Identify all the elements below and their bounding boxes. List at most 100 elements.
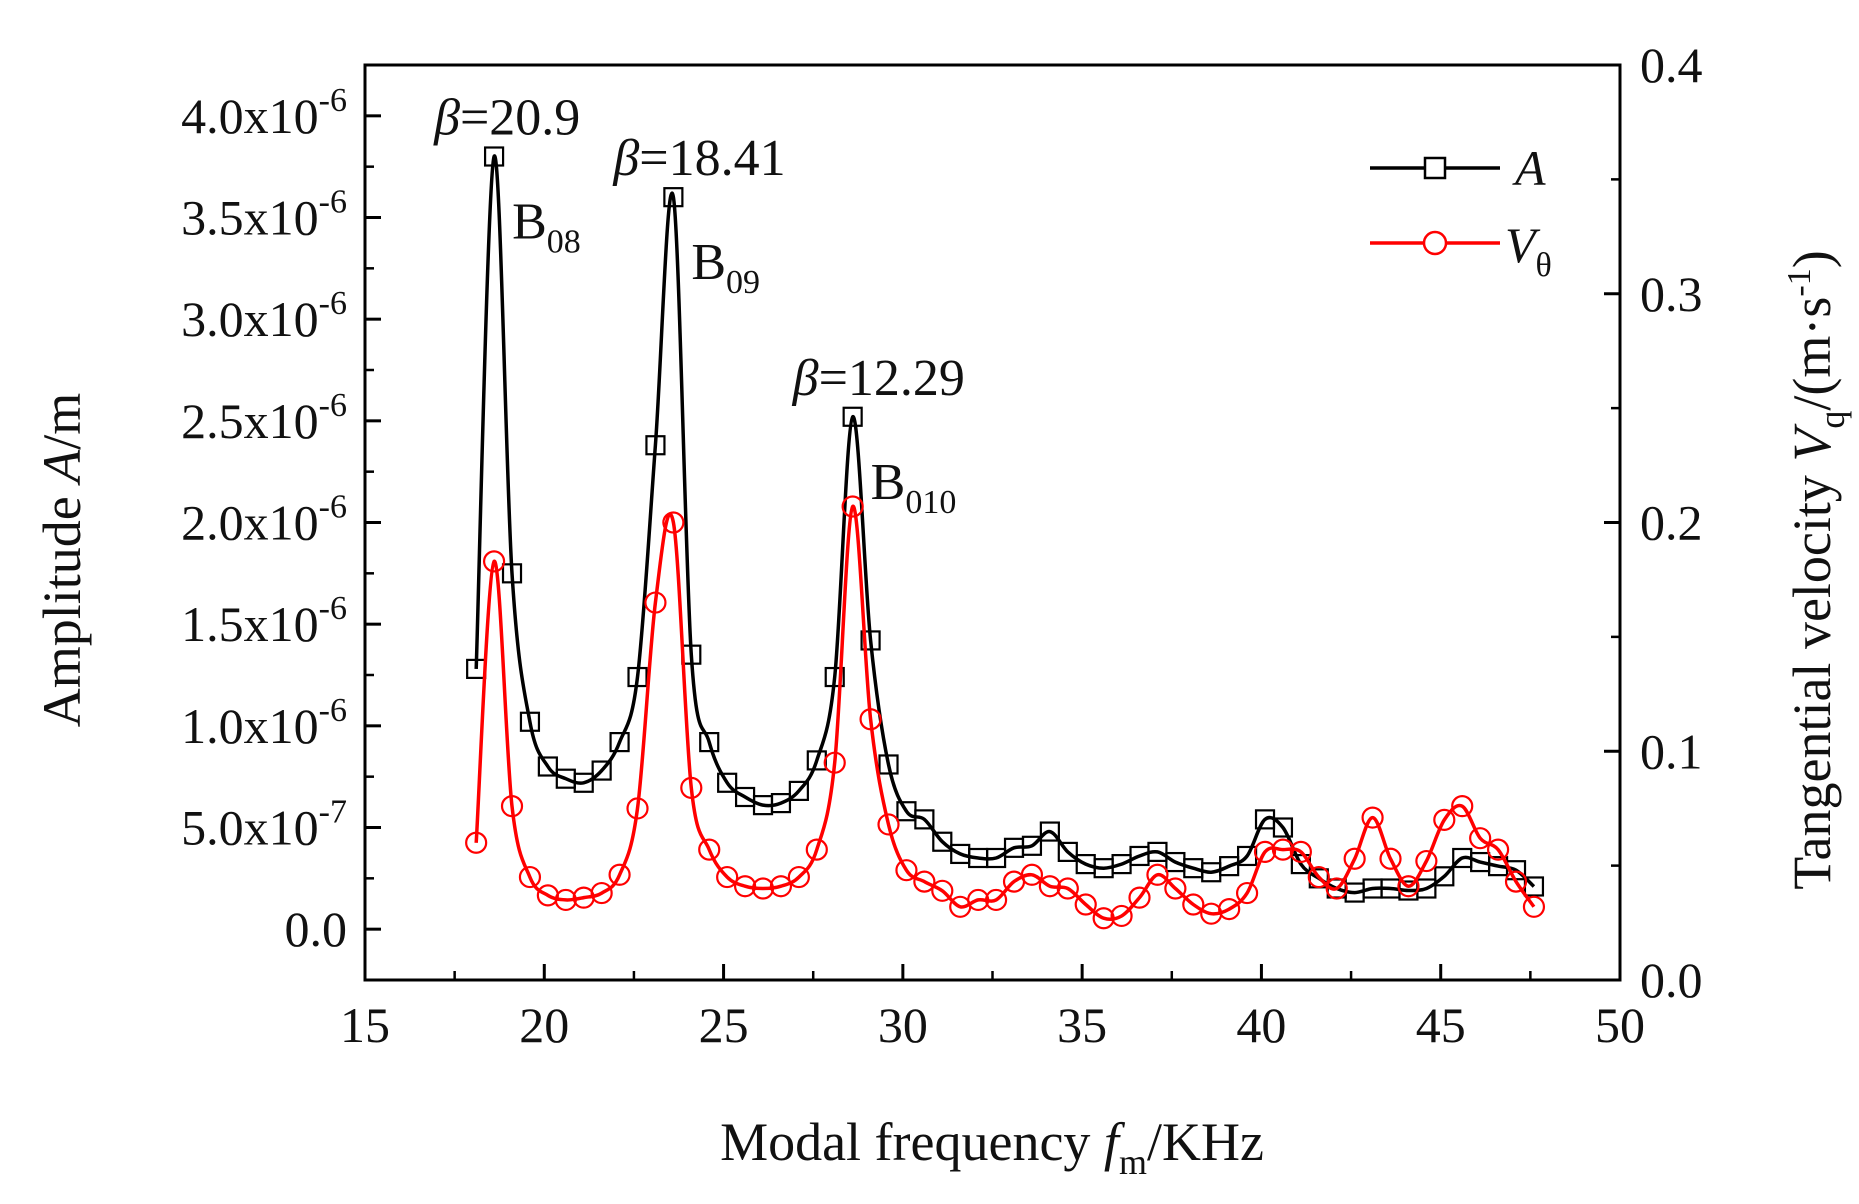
legend: A Vθ — [1370, 140, 1552, 284]
data-point-circle — [841, 495, 864, 518]
left-y-tick-label: 3.0x10-6 — [181, 285, 347, 347]
data-point-square — [824, 666, 845, 688]
data-point-square — [770, 792, 792, 814]
data-point-square — [519, 711, 541, 732]
data-point-circle — [1451, 795, 1474, 818]
left-y-tick-mantissa: 2.5x10 — [181, 393, 319, 449]
legend-entry-a: A — [1370, 140, 1546, 196]
mode-base: B — [691, 234, 726, 291]
data-point-circle — [644, 591, 667, 614]
data-point-circle — [608, 863, 631, 886]
x-tick-label: 35 — [1057, 997, 1107, 1053]
left-y-tick-label: 1.5x10-6 — [181, 590, 347, 652]
data-point-circle — [1343, 847, 1366, 870]
data-point-square — [501, 563, 523, 584]
right-y-tick-label: 0.4 — [1640, 37, 1703, 93]
data-point-square — [1272, 817, 1294, 838]
data-point-square — [573, 772, 594, 793]
data-point-square — [1434, 866, 1455, 887]
data-point-circle — [984, 888, 1008, 912]
peak-annotation-2: β=18.41 B09 — [612, 130, 785, 301]
data-point-circle — [1504, 870, 1528, 893]
beta-symbol: β — [792, 350, 819, 407]
left-y-tick-label: 2.5x10-6 — [181, 387, 347, 449]
legend-marker-circle — [1422, 230, 1448, 256]
left-y-tick-label: 5.0x10-7 — [181, 794, 347, 856]
data-point-circle — [500, 795, 524, 818]
data-point-circle — [751, 877, 775, 900]
data-point-circle — [554, 888, 577, 912]
beta-label: β=12.29 — [792, 350, 965, 407]
left-y-tick-exponent: -6 — [319, 590, 347, 627]
data-point-circle — [931, 879, 954, 902]
data-point-square — [627, 666, 648, 688]
left-y-tick-exponent: -6 — [319, 82, 347, 119]
data-point-circle — [1020, 863, 1044, 886]
data-point-square — [1057, 841, 1078, 863]
data-point-circle — [1056, 877, 1079, 900]
left-y-tick-exponent: -6 — [319, 692, 347, 729]
legend-label-v: Vθ — [1505, 217, 1552, 284]
data-point-square — [878, 754, 899, 775]
left-y-tick-exponent: -6 — [319, 285, 347, 322]
peak-annotation-1: β=20.9 B08 — [433, 90, 581, 261]
data-point-square — [609, 731, 630, 753]
data-point-circle — [518, 865, 542, 889]
data-point-circle — [590, 881, 613, 905]
beta-value: =20.9 — [460, 90, 580, 147]
data-point-circle — [1289, 840, 1312, 864]
right-y-tick-label: 0.3 — [1640, 266, 1703, 322]
left-y-tick-label: 1.0x10-6 — [181, 692, 347, 754]
data-point-square — [645, 435, 666, 456]
data-point-circle — [1218, 897, 1241, 921]
data-point-circle — [1415, 849, 1438, 873]
left-y-tick-mantissa: 0.0 — [285, 901, 348, 957]
beta-symbol: β — [612, 130, 639, 187]
data-point-square — [591, 760, 612, 781]
data-point-circle — [1038, 875, 1061, 898]
data-point-circle — [769, 875, 793, 898]
mode-label: B09 — [691, 234, 760, 301]
data-point-square — [1039, 821, 1060, 842]
data-point-square — [699, 731, 720, 753]
data-point-circle — [1522, 895, 1546, 918]
data-point-circle — [1307, 865, 1330, 889]
x-tick-label: 30 — [878, 997, 928, 1053]
data-point-circle — [716, 865, 739, 889]
data-point-circle — [698, 838, 721, 861]
data-point-circle — [1128, 886, 1151, 909]
mode-subscript: 09 — [726, 264, 760, 301]
data-point-circle — [1433, 808, 1456, 831]
x-tick-label: 15 — [340, 997, 390, 1053]
beta-symbol: β — [433, 90, 460, 147]
mode-subscript: 08 — [547, 224, 581, 261]
data-point-square — [932, 831, 953, 852]
series-line — [474, 154, 1536, 895]
data-point-circle — [913, 870, 936, 893]
left-y-tick-exponent: -6 — [319, 387, 347, 424]
x-tick-label: 25 — [699, 997, 749, 1053]
right-y-tick-label: 0.0 — [1640, 952, 1703, 1008]
left-y-tick-mantissa: 3.5x10 — [181, 190, 319, 246]
data-point-circle — [1164, 877, 1187, 900]
data-point-circle — [1325, 877, 1348, 900]
data-point-circle — [895, 859, 918, 882]
data-point-square — [985, 847, 1007, 869]
mode-base: B — [871, 454, 906, 511]
data-point-square — [1147, 841, 1168, 863]
data-point-circle — [1235, 881, 1259, 905]
beta-value: =12.29 — [819, 350, 965, 407]
data-point-circle — [787, 865, 810, 889]
left-y-tick-mantissa: 1.0x10 — [181, 698, 319, 754]
series-layer — [465, 146, 1546, 930]
data-point-circle — [1110, 904, 1133, 928]
data-point-circle — [1253, 840, 1277, 864]
x-axis-title: Modal frequency fm/KHz — [720, 1112, 1264, 1182]
data-point-square — [663, 187, 684, 208]
left-y-tick-mantissa: 5.0x10 — [181, 800, 319, 856]
data-point-square — [788, 780, 809, 802]
mode-label: B010 — [871, 454, 957, 521]
data-point-circle — [733, 875, 757, 898]
legend-entry-v: Vθ — [1370, 217, 1552, 284]
